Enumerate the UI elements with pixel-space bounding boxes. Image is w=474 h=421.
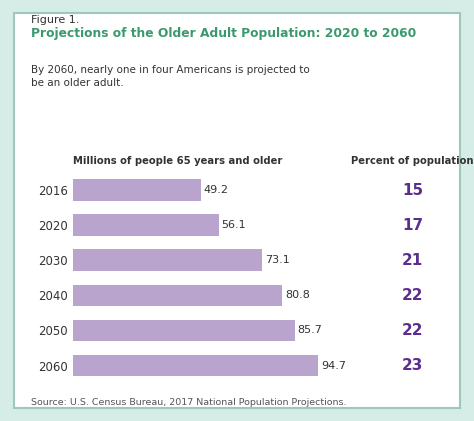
Text: 21: 21	[402, 253, 423, 268]
Text: 23: 23	[401, 358, 423, 373]
Text: By 2060, nearly one in four Americans is projected to
be an older adult.: By 2060, nearly one in four Americans is…	[31, 65, 310, 88]
Text: Figure 1.: Figure 1.	[31, 15, 79, 25]
Text: Source: U.S. Census Bureau, 2017 National Population Projections.: Source: U.S. Census Bureau, 2017 Nationa…	[31, 398, 346, 407]
Bar	[73, 354, 319, 376]
Text: Millions of people 65 years and older: Millions of people 65 years and older	[73, 156, 283, 166]
Bar	[73, 214, 219, 236]
Text: 94.7: 94.7	[321, 360, 346, 370]
Text: 15: 15	[402, 183, 423, 197]
Text: Percent of population: Percent of population	[351, 156, 474, 166]
Text: 17: 17	[402, 218, 423, 233]
Text: 22: 22	[401, 288, 423, 303]
Bar	[73, 320, 295, 341]
Text: 80.8: 80.8	[285, 290, 310, 301]
Text: 85.7: 85.7	[298, 325, 322, 336]
Text: 56.1: 56.1	[221, 220, 246, 230]
Bar	[73, 179, 201, 201]
Text: 73.1: 73.1	[265, 255, 290, 265]
Text: 22: 22	[401, 323, 423, 338]
Bar	[73, 285, 283, 306]
Text: Projections of the Older Adult Population: 2020 to 2060: Projections of the Older Adult Populatio…	[31, 27, 416, 40]
Text: 49.2: 49.2	[203, 185, 228, 195]
Bar	[73, 249, 263, 271]
